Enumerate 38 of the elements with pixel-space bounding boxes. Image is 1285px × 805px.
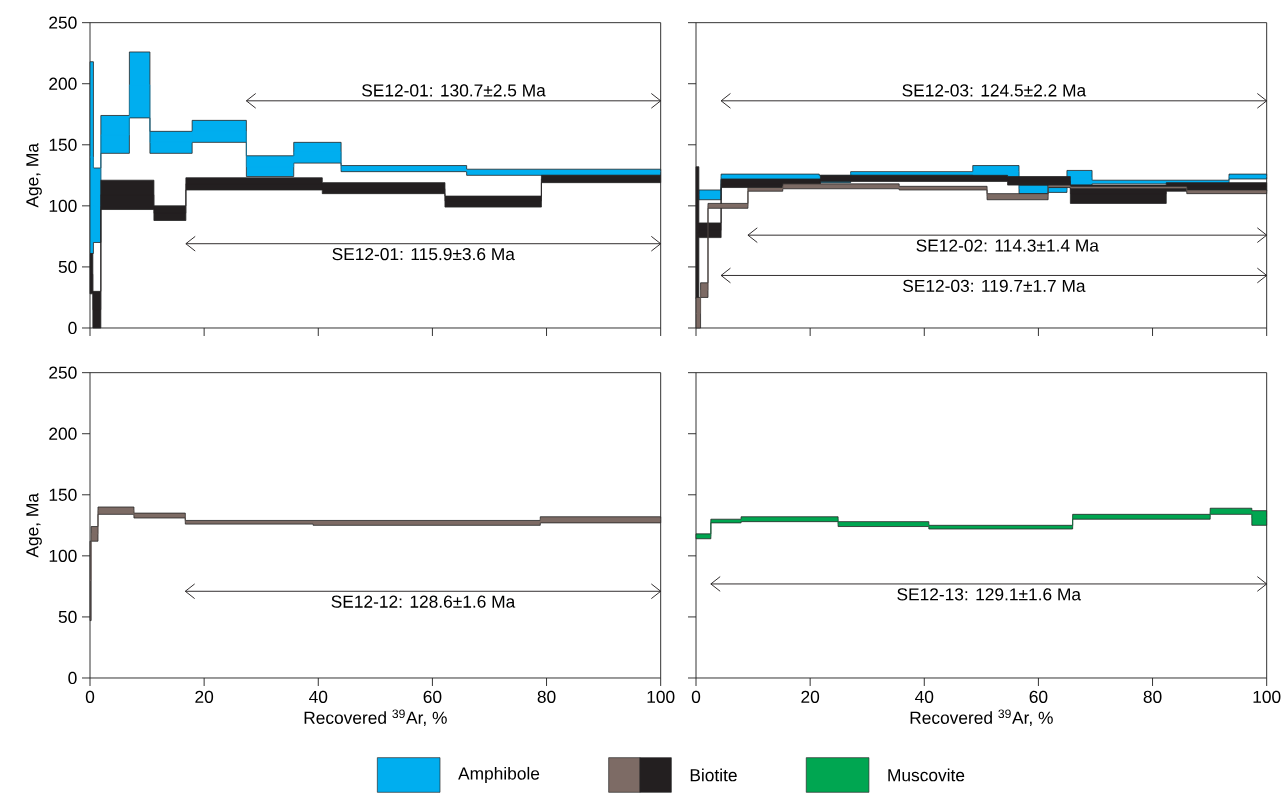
- x-tick-label: 20: [195, 690, 214, 703]
- y-tick-label: 150: [49, 488, 77, 501]
- legend-label: Muscovite: [888, 768, 965, 782]
- x-tick-label: 100: [647, 690, 675, 703]
- y-tick-label: 250: [49, 366, 77, 379]
- y-tick-label: 250: [49, 16, 77, 29]
- series-label: SE12-01: 130.7±2.5 Ma: [362, 84, 546, 97]
- x-tick-label: 100: [1253, 690, 1281, 703]
- x-tick-label: 60: [423, 690, 442, 703]
- y-axis-title: Age, Ma: [26, 493, 42, 558]
- x-tick-label: 80: [537, 690, 556, 703]
- x-tick-label: 0: [691, 690, 701, 703]
- legend-label: Amphibole: [458, 766, 540, 784]
- series-label: SE12-01: 115.9±3.6 Ma: [332, 247, 515, 261]
- y-tick-label: 200: [49, 427, 77, 440]
- series-label: SE12-02: 114.3±1.4 Ma: [916, 239, 1099, 252]
- series-label: SE12-13: 129.1±1.6 Ma: [897, 588, 1082, 601]
- y-tick-label: 0: [68, 671, 77, 685]
- x-axis-title: Recovered $^{39}$Ar, %: [304, 709, 447, 726]
- x-axis-title: Recovered $^{39}$Ar, %: [910, 709, 1053, 726]
- y-tick-label: 150: [49, 138, 77, 151]
- x-tick-label: 80: [1143, 690, 1162, 703]
- series-label: SE12-03: 119.7±1.7 Ma: [903, 279, 1086, 293]
- y-tick-label: 50: [58, 260, 77, 274]
- x-tick-label: 40: [309, 690, 328, 703]
- legend-label: Biotite: [690, 768, 737, 782]
- x-tick-label: 0: [85, 690, 95, 703]
- y-tick-label: 100: [49, 549, 77, 562]
- y-tick-label: 0: [68, 321, 77, 335]
- x-tick-label: 20: [801, 690, 820, 703]
- series-label: SE12-03: 124.5±2.2 Ma: [902, 84, 1087, 97]
- y-axis-title: Age, Ma: [26, 143, 42, 208]
- series-label: SE12-12: 128.6±1.6 Ma: [331, 595, 516, 608]
- x-tick-label: 40: [915, 690, 934, 703]
- y-tick-label: 200: [49, 77, 77, 90]
- y-tick-label: 50: [58, 610, 77, 624]
- x-tick-label: 60: [1029, 690, 1048, 703]
- y-tick-label: 100: [49, 199, 77, 212]
